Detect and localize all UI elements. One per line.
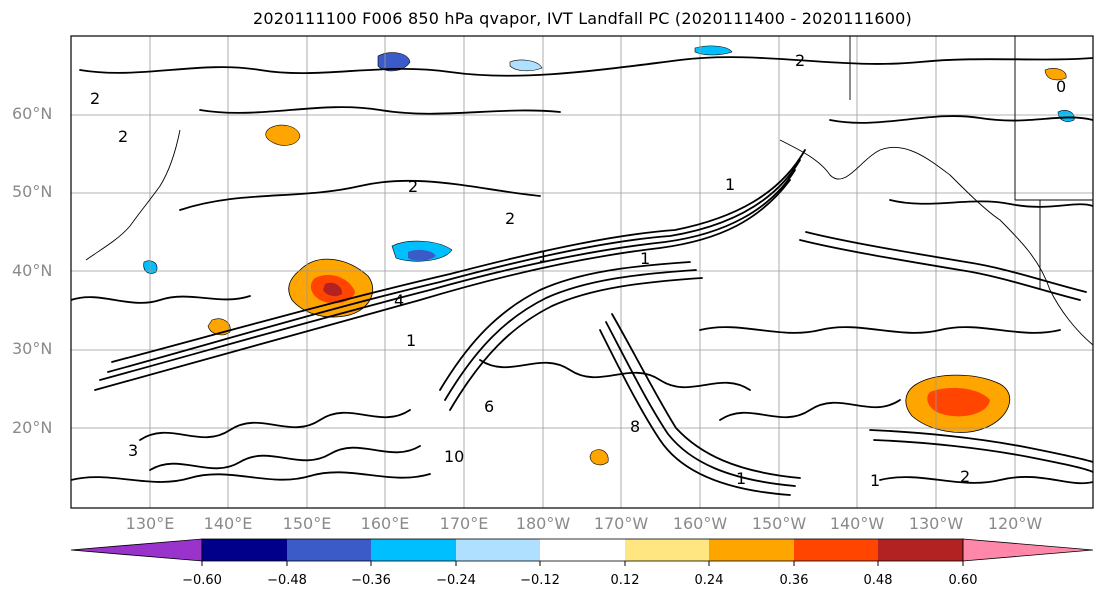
lat-label-50n: 50°N <box>12 182 53 201</box>
positive-anomaly-core <box>927 387 990 417</box>
contour-label: 0 <box>1056 77 1066 96</box>
positive-anomaly-blob <box>265 124 301 146</box>
colorbar-extend-left <box>70 538 203 562</box>
colorbar-segment <box>371 539 456 561</box>
lon-label-170w: 170°W <box>593 514 649 533</box>
colorbar-tick-label: 0.60 <box>948 573 978 588</box>
colorbar-tick-label: 0.12 <box>610 573 640 588</box>
colorbar-segment <box>794 539 878 561</box>
contour-label: 1 <box>725 175 735 194</box>
contour-label: 10 <box>444 447 464 466</box>
map-frame-bg <box>71 36 1093 508</box>
negative-anomaly-blob <box>509 59 543 72</box>
map-frame <box>70 35 1094 509</box>
colorbar-extend-right <box>962 538 1094 562</box>
contour-label: 2 <box>118 127 128 146</box>
lat-label-60n: 60°N <box>12 104 53 123</box>
lon-label-170e: 170°E <box>439 514 489 533</box>
contour-label-layer: 2 2 2 2 2 1 1 4 1 1 8 6 10 3 1 1 2 0 <box>90 51 1066 490</box>
lon-label-130w: 130°W <box>908 514 964 533</box>
colorbar-segment <box>878 539 963 561</box>
colorbar <box>70 538 1094 566</box>
contour-label: 1 <box>406 331 416 350</box>
positive-anomaly-blob <box>1044 68 1067 81</box>
lat-label-20n: 20°N <box>12 418 53 437</box>
contour-label: 1 <box>736 469 746 488</box>
contour-label: 8 <box>630 417 640 436</box>
map-title: 2020111100 F006 850 hPa qvapor, IVT Land… <box>253 9 912 28</box>
lon-label-160w: 160°W <box>672 514 728 533</box>
contour-label: 3 <box>128 441 138 460</box>
colorbar-tick-label: −0.24 <box>436 573 476 588</box>
colorbar-segment <box>287 539 371 561</box>
colorbar-segment <box>202 539 287 561</box>
colorbar-ticks <box>201 561 964 566</box>
colorbar-segment <box>540 539 625 561</box>
positive-anomaly-blob <box>589 449 609 466</box>
lat-label-40n: 40°N <box>12 261 53 280</box>
colorbar-segment <box>709 539 794 561</box>
coastlines <box>85 36 1093 346</box>
negative-anomaly-blob <box>694 45 733 56</box>
contour-label: 1 <box>538 247 548 266</box>
lon-label-150w: 150°W <box>751 514 807 533</box>
lon-label-160e: 160°E <box>360 514 410 533</box>
contour-label: 1 <box>640 249 650 268</box>
positive-anomaly-peak <box>323 282 343 297</box>
colorbar-tick-label: −0.36 <box>351 573 391 588</box>
lon-label-180w: 180°W <box>515 514 571 533</box>
lon-label-140w: 140°W <box>829 514 885 533</box>
contour-label: 2 <box>960 467 970 486</box>
contour-label: 2 <box>505 209 515 228</box>
lon-label-120w: 120°W <box>987 514 1043 533</box>
contour-label: 6 <box>484 397 494 416</box>
lon-label-140e: 140°E <box>203 514 253 533</box>
contour-label: 2 <box>90 89 100 108</box>
colorbar-segment <box>456 539 540 561</box>
contour-label: 1 <box>870 471 880 490</box>
lon-label-150e: 150°E <box>282 514 332 533</box>
ivt-contours <box>71 56 1093 496</box>
colorbar-tick-label: −0.60 <box>182 573 222 588</box>
graticule <box>71 36 1093 508</box>
colorbar-segment <box>625 539 709 561</box>
colorbar-tick-label: −0.48 <box>267 573 307 588</box>
lat-label-30n: 30°N <box>12 339 53 358</box>
lon-label-130e: 130°E <box>125 514 175 533</box>
shading-layer <box>143 45 1075 466</box>
contour-label: 2 <box>795 51 805 70</box>
negative-anomaly-blob <box>408 249 436 261</box>
colorbar-tick-label: 0.48 <box>863 573 893 588</box>
contour-label: 2 <box>408 177 418 196</box>
colorbar-outline <box>201 538 964 562</box>
contour-label: 4 <box>394 291 404 310</box>
colorbar-tick-label: 0.24 <box>694 573 724 588</box>
colorbar-tick-label: −0.12 <box>520 573 560 588</box>
colorbar-tick-label: 0.36 <box>779 573 809 588</box>
